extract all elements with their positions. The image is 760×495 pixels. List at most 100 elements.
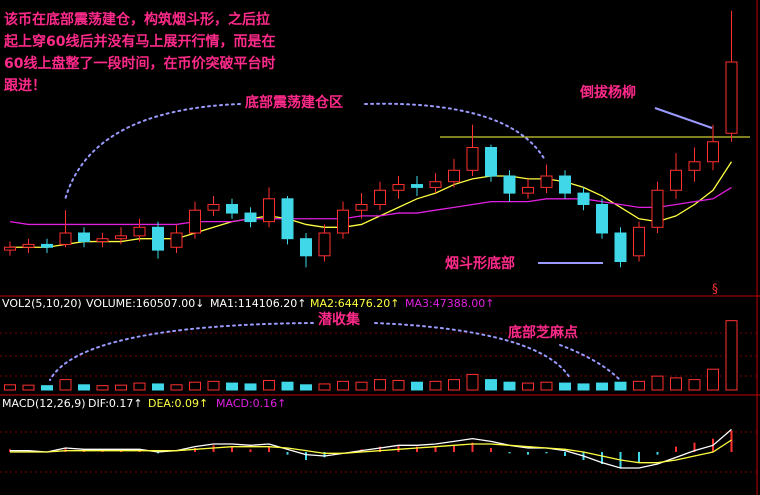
volume-bar — [337, 380, 349, 391]
volume-bar — [651, 375, 664, 391]
volume-bar — [78, 384, 90, 391]
arrow — [364, 102, 546, 161]
candle-body — [189, 209, 201, 234]
volume-bar — [411, 381, 423, 391]
macd-header: MACD:0.16↑ — [216, 397, 286, 410]
note-line: 60线上盘整了一段时间，在币价突破平台时 — [4, 55, 275, 72]
volume-bar — [318, 383, 331, 391]
volume-bar — [281, 381, 294, 391]
candle-body — [4, 246, 16, 251]
candle-body — [707, 141, 719, 163]
candle-body — [559, 175, 571, 194]
volume-bar — [392, 379, 405, 391]
arrow — [559, 344, 621, 381]
ma-line — [9, 186, 732, 226]
annotation: 潜收集 — [318, 311, 361, 328]
volume-bar — [59, 379, 72, 391]
marker: § — [712, 282, 718, 296]
candle-body — [318, 232, 331, 257]
volume-bar — [448, 379, 460, 391]
volume-bar — [688, 379, 701, 391]
candle-body — [300, 238, 312, 257]
candle-body — [115, 235, 127, 240]
volume-bar — [614, 381, 627, 391]
note-line: 该币在底部震荡建仓，构筑烟斗形，之后拉 — [4, 11, 270, 28]
candle-body — [78, 232, 90, 243]
annotation: 底部震荡建仓区 — [245, 94, 343, 111]
candle-body — [596, 204, 608, 234]
candle-body — [133, 226, 146, 237]
candle-body — [170, 232, 183, 248]
volume-bar — [559, 382, 571, 391]
candle-body — [429, 181, 442, 188]
volume-bar — [577, 383, 590, 391]
candle-body — [244, 212, 257, 223]
vol-header: VOLUME:160507.00↓ — [86, 297, 204, 310]
volume-bar — [96, 385, 109, 391]
candle-body — [614, 232, 627, 262]
candle-body — [152, 226, 164, 251]
candle-body — [22, 243, 35, 248]
volume-bar — [152, 383, 164, 391]
volume-bar — [133, 382, 146, 391]
volume-bar — [374, 379, 386, 391]
volume-bar — [41, 385, 53, 391]
vol-header: MA2:64476.20↑ — [310, 297, 399, 310]
volume-bar — [170, 384, 183, 391]
volume-bar — [596, 382, 608, 391]
arrow — [654, 107, 713, 129]
volume-bar — [226, 382, 238, 391]
volume-bar — [670, 377, 682, 391]
candle-body — [41, 243, 53, 248]
arrow — [374, 322, 571, 379]
volume-bar — [540, 381, 553, 391]
candle-body — [503, 175, 516, 194]
volume-bar — [263, 379, 275, 391]
vol-header: VOL2(5,10,20) — [2, 297, 82, 310]
candle-body — [725, 61, 738, 134]
ma-line — [10, 161, 733, 248]
candle-body — [355, 204, 368, 211]
vol-header: MA1:114106.20↑ — [210, 297, 306, 310]
annotation: 底部芝麻点 — [508, 324, 578, 341]
volume-bar — [115, 384, 127, 391]
volume-bar — [466, 373, 479, 391]
volume-bar — [485, 379, 497, 391]
arrow — [64, 103, 241, 201]
candle-body — [540, 175, 553, 188]
arrow — [49, 322, 314, 381]
volume-bar — [633, 380, 645, 391]
candle-body — [633, 226, 645, 257]
volume-bar — [522, 382, 534, 391]
candle-body — [577, 192, 590, 206]
candle-body — [59, 232, 72, 245]
candle-body — [281, 198, 294, 240]
macd-header: DEA:0.09↑ — [148, 397, 208, 410]
candle-body — [688, 161, 701, 171]
candle-body — [670, 169, 682, 191]
dif-line — [10, 428, 732, 469]
vol-header: MA3:47388.00↑ — [405, 297, 494, 310]
volume-bar — [355, 381, 368, 391]
volume-bar — [300, 384, 312, 391]
candle-body — [485, 147, 497, 177]
candle-body — [207, 204, 220, 211]
annotation: 烟斗形底部 — [445, 255, 515, 272]
dea-line — [10, 439, 732, 464]
candle-body — [337, 209, 349, 234]
volume-bar — [244, 383, 257, 391]
volume-bar — [189, 381, 201, 391]
volume-bar — [22, 384, 35, 391]
note-line: 跟进！ — [4, 78, 46, 94]
candle-body — [96, 238, 109, 243]
volume-bar — [503, 381, 516, 391]
volume-bar — [725, 320, 738, 391]
candle-body — [392, 184, 405, 191]
candle-body — [263, 198, 275, 223]
candle-body — [466, 147, 479, 171]
volume-bar — [4, 384, 16, 391]
candle-body — [448, 169, 460, 183]
